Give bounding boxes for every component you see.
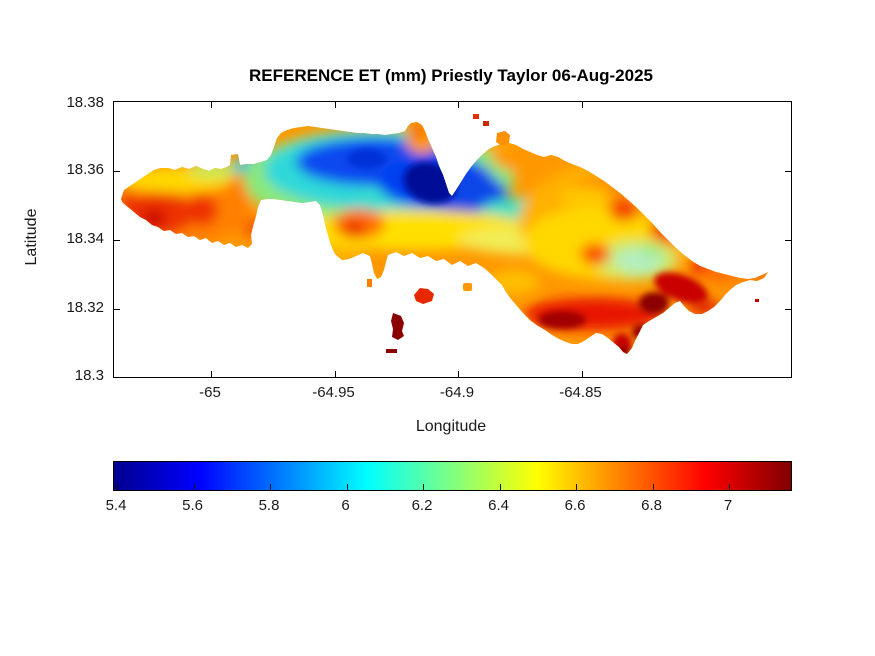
colorbar-tick-label: 6.2	[411, 497, 433, 514]
y-tick-mark	[785, 240, 791, 242]
island-contour-map	[121, 114, 768, 354]
x-tick-mark	[458, 371, 460, 377]
x-tick-label: -64.9	[439, 384, 475, 401]
colorbar-tick-label: 5.4	[105, 497, 127, 514]
y-tick-label: 18.32	[66, 299, 104, 316]
y-tick-mark	[114, 309, 120, 311]
colorbar-tick-label: 7	[723, 497, 733, 514]
colorbar-tick-mark	[346, 484, 348, 490]
x-tick-label: -65	[199, 384, 221, 401]
colorbar-tick-label: 6.8	[641, 497, 663, 514]
offshore-islets	[367, 114, 759, 353]
y-tick-label: 18.34	[66, 230, 104, 247]
colorbar-tick-label: 6	[341, 497, 350, 514]
x-tick-mark	[581, 371, 583, 377]
x-tick-mark	[211, 371, 213, 377]
y-tick-label: 18.36	[66, 161, 104, 178]
x-tick-mark	[334, 371, 336, 377]
y-axis-label: Latitude	[23, 208, 40, 266]
colorbar-tick-label: 6.4	[488, 497, 510, 514]
x-tick-label: -64.95	[312, 384, 355, 401]
colorbar-tick-mark	[193, 484, 195, 490]
y-tick-label: 18.3	[74, 367, 104, 384]
colorbar-tick-mark	[423, 484, 425, 490]
y-tick-mark	[785, 309, 791, 311]
colorbar-tick-label: 5.8	[258, 497, 280, 514]
y-tick-mark	[114, 240, 120, 242]
y-tick-label: 18.38	[66, 94, 104, 111]
colorbar-tick-mark	[652, 484, 654, 490]
x-axis-label: Longitude	[415, 418, 487, 435]
colorbar	[113, 461, 792, 491]
y-tick-mark	[785, 171, 791, 173]
x-tick-mark	[458, 102, 460, 108]
island-fill	[121, 122, 768, 354]
colorbar-tick-mark	[729, 484, 731, 490]
colorbar-tick-mark	[117, 484, 119, 490]
colorbar-tick-mark	[576, 484, 578, 490]
colorbar-tick-mark	[270, 484, 272, 490]
x-tick-mark	[581, 102, 583, 108]
colorbar-tick-mark	[499, 484, 501, 490]
colorbar-tick-label: 5.6	[182, 497, 204, 514]
x-tick-mark	[211, 102, 213, 108]
chart-title: REFERENCE ET (mm) Priestly Taylor 06-Aug…	[248, 66, 653, 85]
colorbar-tick-label: 6.6	[564, 497, 586, 514]
x-tick-label: -64.85	[559, 384, 602, 401]
y-tick-mark	[114, 171, 120, 173]
x-tick-mark	[334, 102, 336, 108]
map-plot-area	[113, 101, 792, 378]
